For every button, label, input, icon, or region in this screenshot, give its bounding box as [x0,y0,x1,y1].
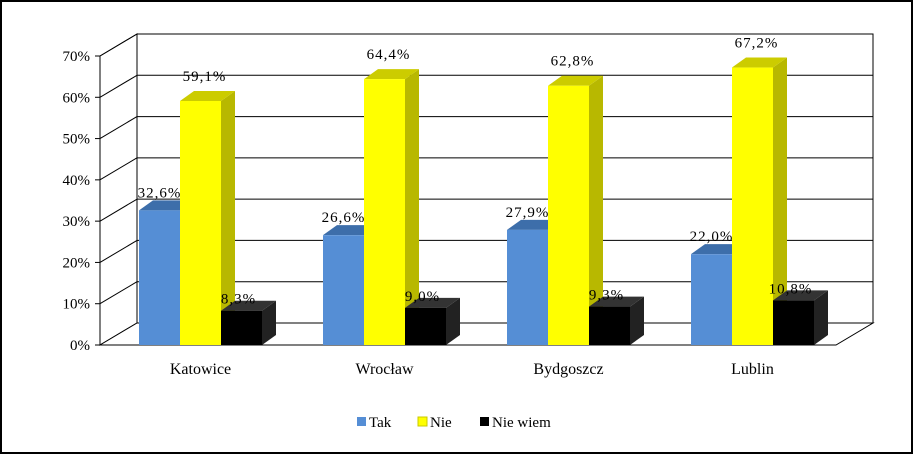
bar-wroclaw-nie-top [364,69,419,80]
legend-item-tak: Tak [357,415,392,431]
legend-item-nie: Nie [417,415,452,431]
bar-katowice-nie-wiem [221,300,276,345]
legend-label-tak: Tak [369,415,392,431]
bar-lublin-nie [732,57,787,346]
bar-lublin-nie-front [732,67,773,345]
bar-group-lublin [691,57,828,346]
bar-wroclaw-nie-wiem-front [405,307,446,345]
gridline-side [99,116,138,140]
bar-bydgoszcz-tak-front [507,229,548,345]
y-tick-label: 20% [63,255,91,271]
bar-bydgoszcz-nie-wiem [589,296,644,345]
bar-wroclaw-tak-front [323,235,364,345]
data-label-lublin-nie: 67,2% [735,36,779,52]
category-label-lublin: Lublin [731,361,774,378]
data-label-bydgoszcz-tak: 27,9% [506,205,550,221]
legend-label-nie: Nie [430,415,452,431]
bar-katowice-nie-wiem-top [221,300,276,311]
data-label-bydgoszcz-nie: 62,8% [551,54,595,70]
bar-lublin-nie-wiem-top [773,290,828,301]
bar-lublin-nie-top [732,57,787,68]
bar-bydgoszcz-nie-top [548,75,603,86]
gridline-side [99,157,138,181]
category-label-wroclaw: Wrocław [356,361,414,378]
data-label-lublin-tak: 22,0% [690,229,734,245]
bars [139,57,828,346]
bar-bydgoszcz-nie-wiem-top [589,296,644,307]
bar-wroclaw-nie-front [364,79,405,346]
bar-bydgoszcz-nie-wiem-front [589,306,630,345]
legend-swatch-nie-wiem [480,417,489,426]
bar-lublin-tak-front [691,254,732,345]
y-tick-label: 60% [63,90,91,106]
bar-lublin-nie-wiem [773,290,828,345]
bar-wroclaw-nie-wiem-side [446,297,460,345]
y-tick-label: 10% [63,297,91,313]
chart-walls [98,33,875,346]
bar-katowice-nie-wiem-front [221,310,262,345]
side-wall [99,33,138,346]
bar-katowice-nie-top [180,91,235,102]
bar-katowice-nie-side [221,91,235,345]
gridline-side [99,281,138,305]
bar-wroclaw-nie-side [405,69,419,346]
y-tick-label: 30% [63,214,91,230]
y-axis-ticks: 0% 10% 20% 30% 40% 50% 60% 70% [63,49,91,354]
bar-group-katowice [139,91,276,345]
gridline-side [99,74,138,98]
y-tick-label: 0% [70,338,90,354]
bar-wroclaw-nie [364,69,419,346]
bar-wroclaw-nie-wiem-top [405,297,460,308]
bar-group-wroclaw [323,69,460,346]
data-label-wroclaw-nie-wiem: 9,0% [405,289,440,305]
bar-bydgoszcz-nie-side [589,75,603,346]
bar-katowice-nie [180,91,235,345]
legend-label-nie-wiem: Nie wiem [492,415,551,431]
legend: Tak Nie Nie wiem [357,415,551,431]
data-label-bydgoszcz-nie-wiem: 9,3% [589,288,624,304]
data-label-katowice-tak: 32,6% [138,185,182,201]
category-labels: Katowice Wrocław Bydgoszcz Lublin [170,361,774,378]
gridline-side [99,239,138,263]
category-label-bydgoszcz: Bydgoszcz [533,361,603,378]
y-tick-label: 70% [63,49,91,65]
data-label-katowice-nie: 59,1% [183,69,227,85]
bar-lublin-nie-wiem-side [814,290,828,345]
bar-lublin-nie-side [773,57,787,346]
bar-group-bydgoszcz [507,75,644,346]
bar-wroclaw-nie-wiem [405,297,460,345]
gridline-side [99,33,138,57]
bar-lublin-nie-wiem-front [773,300,814,345]
category-label-katowice: Katowice [170,361,231,378]
bar-bydgoszcz-nie [548,75,603,346]
bar-katowice-tak-front [139,210,180,345]
legend-swatch-nie [417,416,428,427]
gridline-side [99,198,138,222]
bar-bydgoszcz-nie-wiem-side [630,296,644,345]
data-label-katowice-nie-wiem: 8,3% [221,292,256,308]
data-label-wroclaw-tak: 26,6% [322,210,366,226]
legend-item-nie-wiem: Nie wiem [480,415,551,431]
y-tick-label: 40% [63,173,91,189]
data-label-lublin-nie-wiem: 10,8% [769,281,813,297]
bar-katowice-nie-front [180,101,221,345]
legend-swatch-tak [357,417,366,426]
bar-bydgoszcz-nie-front [548,85,589,346]
data-label-wroclaw-nie: 64,4% [367,47,411,63]
y-tick-label: 50% [63,132,91,148]
bar-katowice-nie-wiem-side [262,300,276,345]
data-labels: 32,6% 59,1% 8,3% 26,6% 64,4% 9,0% 27,9% 62,8% 9,… [138,36,813,308]
